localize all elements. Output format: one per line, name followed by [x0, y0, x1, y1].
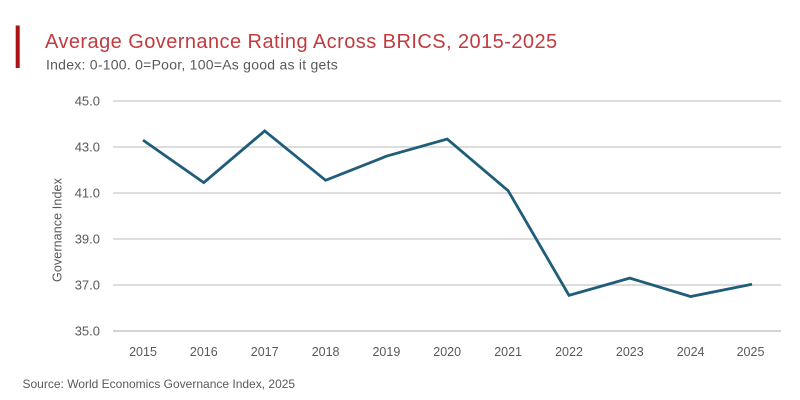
svg-text:43.0: 43.0 — [75, 140, 100, 155]
svg-text:Source: World Economics Govern: Source: World Economics Governance Index… — [23, 377, 296, 391]
svg-text:2024: 2024 — [677, 345, 705, 359]
svg-text:Governance Index: Governance Index — [51, 177, 65, 282]
svg-text:2015: 2015 — [129, 345, 157, 359]
svg-text:45.0: 45.0 — [75, 94, 100, 109]
svg-text:Index: 0-100. 0=Poor, 100=As g: Index: 0-100. 0=Poor, 100=As good as it … — [46, 57, 338, 73]
svg-text:37.0: 37.0 — [75, 278, 100, 293]
svg-text:2019: 2019 — [372, 345, 400, 359]
svg-text:2016: 2016 — [190, 345, 218, 359]
svg-text:2021: 2021 — [494, 345, 522, 359]
svg-text:39.0: 39.0 — [75, 232, 100, 247]
svg-text:35.0: 35.0 — [75, 324, 100, 339]
svg-text:2022: 2022 — [555, 345, 583, 359]
svg-text:2023: 2023 — [616, 345, 644, 359]
svg-text:2025: 2025 — [737, 345, 765, 359]
svg-text:2017: 2017 — [251, 345, 279, 359]
svg-text:Average Governance Rating Acro: Average Governance Rating Across BRICS, … — [45, 31, 558, 53]
svg-text:41.0: 41.0 — [75, 186, 100, 201]
svg-text:2020: 2020 — [433, 345, 461, 359]
svg-text:2018: 2018 — [312, 345, 340, 359]
